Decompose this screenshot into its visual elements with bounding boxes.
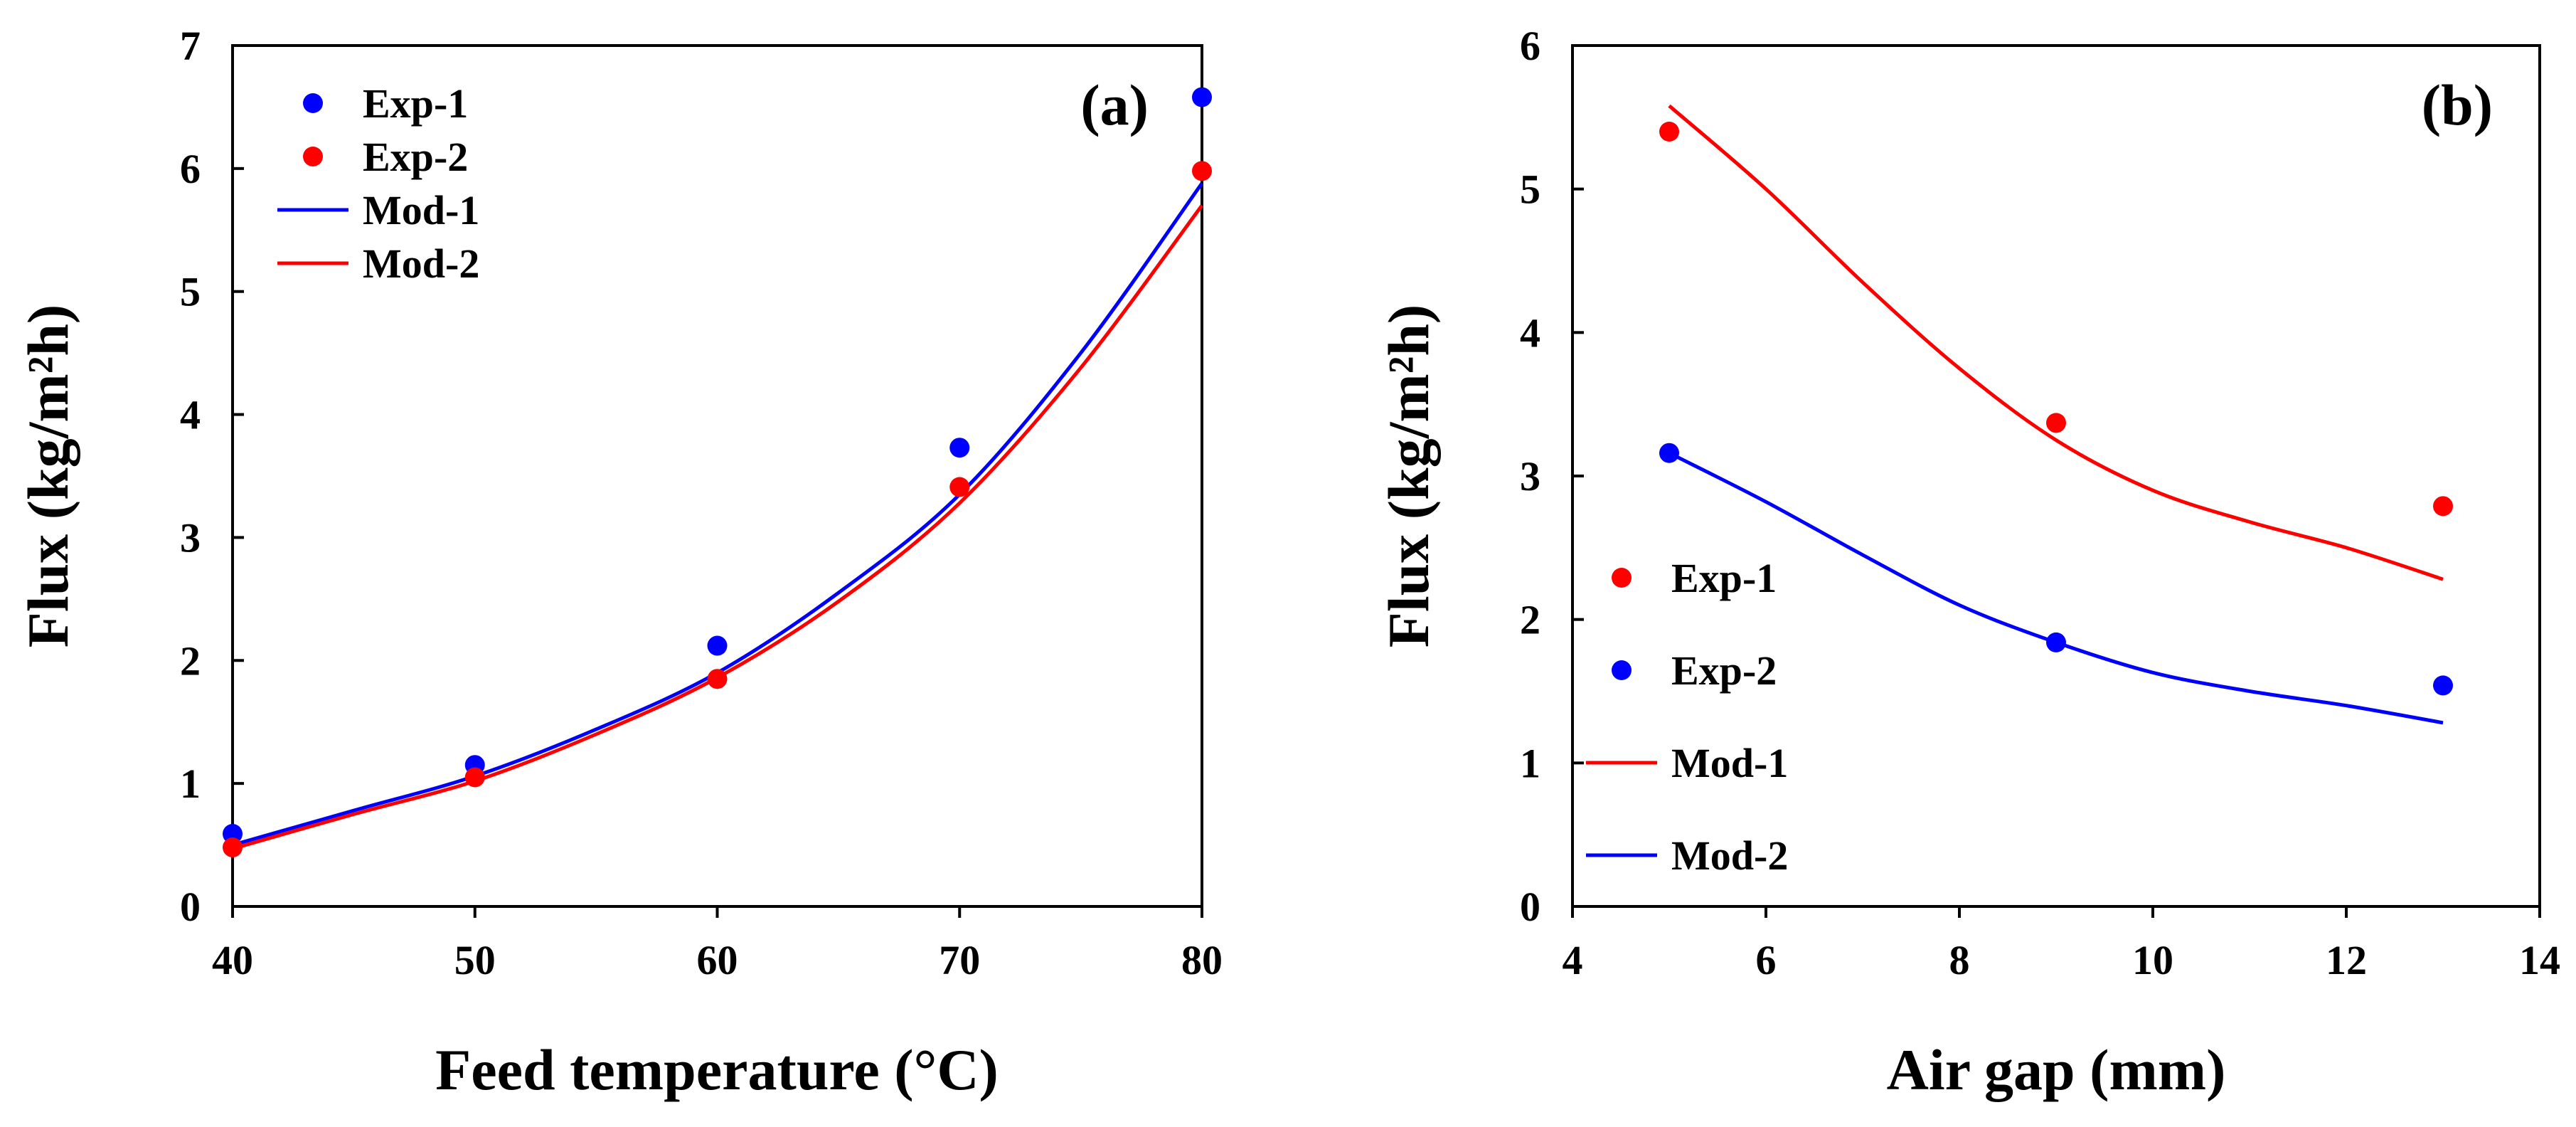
- panel-a-exp-1-point: [707, 635, 728, 656]
- panel-a-points: [223, 87, 1212, 858]
- panel-a-mod-2-line: [232, 204, 1204, 851]
- panel-b-label: (b): [2422, 73, 2493, 137]
- panel-a-legend-mod-2-label: Mod-2: [363, 240, 479, 287]
- panel-a-y-tick-label: 1: [180, 761, 201, 807]
- panel-a-legend-exp-1-swatch: [303, 93, 323, 113]
- panel-b-points: [1659, 122, 2453, 696]
- panel-b-legend-mod-2-label: Mod-2: [1671, 832, 1788, 879]
- panel-b-y-tick-label: 5: [1520, 166, 1540, 213]
- panel-b-y-tick-label: 1: [1520, 740, 1540, 786]
- panel-a-exp-2-point: [1192, 161, 1212, 181]
- panel-b-y-tick-label: 6: [1520, 23, 1540, 69]
- panel-a-exp-1-point: [949, 438, 970, 458]
- panel-b-exp-2-point: [2046, 632, 2066, 652]
- panel-a-exp-2-point: [464, 767, 485, 788]
- panel-b-y-tick-label: 2: [1520, 597, 1540, 643]
- panel-b-x-tick-label: 12: [2326, 937, 2367, 983]
- panel-a-legend: Exp-1 Exp-2 Mod-1 Mod-2: [277, 80, 479, 287]
- panel-a-ticks: 40 50 60 70 80 0 1 2 3 4 5 6 7: [180, 23, 1223, 983]
- panel-b-legend-exp-1-label: Exp-1: [1671, 555, 1777, 601]
- panel-b-x-tick-label: 10: [2132, 937, 2173, 983]
- panel-a-y-tick-label: 7: [180, 23, 201, 69]
- panel-a-y-tick-label: 2: [180, 637, 201, 684]
- panel-b-exp-1-point: [2046, 413, 2066, 433]
- panel-b-exp-2-point: [1659, 443, 1679, 463]
- panel-b-legend: Exp-1 Exp-2 Mod-1 Mod-2: [1586, 555, 1788, 879]
- panel-a-legend-exp-2-label: Exp-2: [363, 134, 468, 180]
- panel-b-exp-1-point: [2433, 496, 2453, 517]
- panel-a-legend-mod-1-label: Mod-1: [363, 187, 479, 233]
- panel-b-exp-2-point: [2433, 675, 2453, 696]
- panel-a-y-axis-title: Flux (kg/m²h): [16, 305, 80, 647]
- panel-b-x-tick-label: 6: [1756, 937, 1777, 983]
- panel-a-exp-1-point: [1192, 87, 1212, 107]
- panel-b-y-tick-label: 0: [1520, 884, 1540, 930]
- panel-a-x-tick-label: 40: [212, 937, 253, 983]
- panel-a-x-tick-label: 50: [454, 937, 496, 983]
- panel-b-legend-exp-1-swatch: [1612, 568, 1632, 588]
- panel-b-exp-1-point: [1659, 122, 1679, 142]
- panel-a-exp-2-point: [223, 837, 243, 858]
- panel-b-x-axis-title: Air gap (mm): [1887, 1037, 2226, 1102]
- panel-a-x-tick-label: 70: [939, 937, 980, 983]
- panel-b-legend-exp-2-swatch: [1612, 660, 1632, 680]
- panel-b-y-tick-label: 4: [1520, 309, 1540, 356]
- panel-a-y-tick-label: 5: [180, 269, 201, 315]
- panel-a-exp-2-point: [707, 669, 728, 689]
- panel-a-mod-1-line: [232, 182, 1204, 847]
- panel-b-x-tick-label: 4: [1563, 937, 1583, 983]
- panel-a-x-tick-label: 80: [1181, 937, 1223, 983]
- panel-a-legend-exp-2-swatch: [303, 147, 323, 166]
- panel-b-x-tick-label: 14: [2519, 937, 2560, 983]
- panel-a-y-tick-label: 6: [180, 146, 201, 192]
- panel-a-legend-exp-1-label: Exp-1: [363, 80, 468, 127]
- panel-b-mod-1-line: [1668, 104, 2444, 581]
- panel-b-legend-mod-1-label: Mod-1: [1671, 740, 1788, 786]
- panel-a-exp-2-point: [949, 477, 970, 497]
- panel-b-y-axis-title: Flux (kg/m²h): [1376, 305, 1441, 647]
- panel-a-curves: [232, 182, 1204, 851]
- panel-a-x-tick-label: 60: [697, 937, 738, 983]
- panel-a-y-tick-label: 4: [180, 392, 201, 438]
- panel-b-x-tick-label: 8: [1949, 937, 1970, 983]
- panel-a-label: (a): [1080, 73, 1149, 137]
- panel-b-mod-2-line: [1668, 451, 2444, 725]
- panel-a-y-tick-label: 3: [180, 514, 201, 561]
- panel-a-x-axis-title: Feed temperature (°C): [435, 1037, 999, 1102]
- panel-b-y-tick-label: 3: [1520, 453, 1540, 499]
- panel-b-legend-exp-2-label: Exp-2: [1671, 647, 1777, 694]
- panel-a-y-tick-label: 0: [180, 884, 201, 930]
